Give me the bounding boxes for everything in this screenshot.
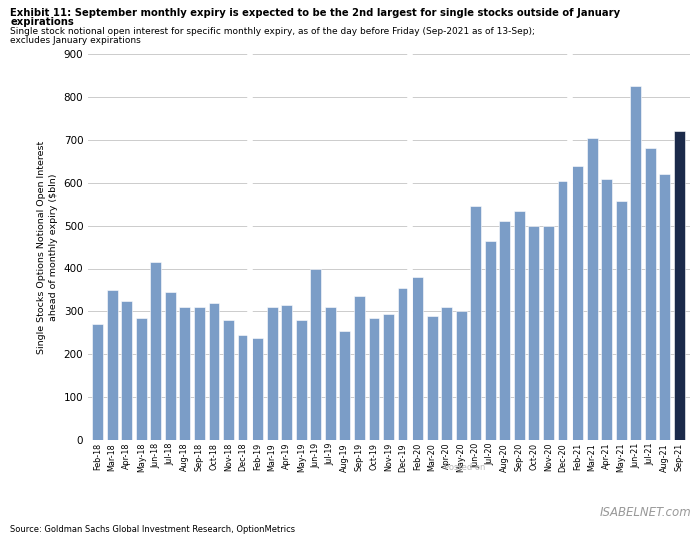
Bar: [514, 211, 525, 440]
Bar: [325, 307, 336, 440]
Text: expirations: expirations: [10, 17, 74, 28]
Text: excludes January expirations: excludes January expirations: [10, 36, 141, 45]
Bar: [616, 201, 626, 440]
Bar: [383, 314, 394, 440]
Bar: [630, 86, 641, 440]
Text: Exhibit 11: September monthly expiry is expected to be the 2nd largest for singl: Exhibit 11: September monthly expiry is …: [10, 8, 621, 18]
Bar: [398, 288, 409, 440]
Bar: [179, 307, 190, 440]
Bar: [107, 290, 118, 440]
Bar: [194, 307, 205, 440]
Bar: [601, 179, 612, 440]
Bar: [165, 292, 176, 440]
Bar: [528, 226, 540, 440]
Bar: [557, 180, 568, 440]
Bar: [543, 226, 554, 440]
Text: Single stock notional open interest for specific monthly expiry, as of the day b: Single stock notional open interest for …: [10, 27, 536, 36]
Bar: [252, 338, 263, 440]
Bar: [572, 166, 583, 440]
Bar: [209, 303, 220, 440]
Bar: [470, 206, 481, 440]
Bar: [121, 301, 132, 440]
Bar: [340, 330, 350, 440]
Bar: [267, 307, 278, 440]
Bar: [587, 138, 598, 440]
Text: Posted on: Posted on: [444, 463, 486, 472]
Bar: [368, 318, 379, 440]
Bar: [441, 307, 452, 440]
Bar: [223, 320, 234, 440]
Text: Source: Goldman Sachs Global Investment Research, OptionMetrics: Source: Goldman Sachs Global Investment …: [10, 524, 295, 534]
Bar: [237, 335, 248, 440]
Bar: [456, 312, 467, 440]
Bar: [674, 131, 685, 440]
Y-axis label: Single Stocks Options Notional Open Interest
ahead of monthly expiry ($bln): Single Stocks Options Notional Open Inte…: [36, 140, 58, 354]
Text: ISABELNET.com: ISABELNET.com: [600, 507, 692, 519]
Bar: [427, 316, 438, 440]
Bar: [354, 296, 365, 440]
Bar: [412, 277, 423, 440]
Bar: [310, 268, 321, 440]
Bar: [499, 221, 510, 440]
Bar: [92, 324, 103, 440]
Bar: [281, 305, 292, 440]
Bar: [136, 318, 147, 440]
Bar: [659, 174, 670, 440]
Bar: [645, 148, 656, 440]
Bar: [150, 262, 161, 440]
Bar: [485, 241, 496, 440]
Bar: [296, 320, 307, 440]
